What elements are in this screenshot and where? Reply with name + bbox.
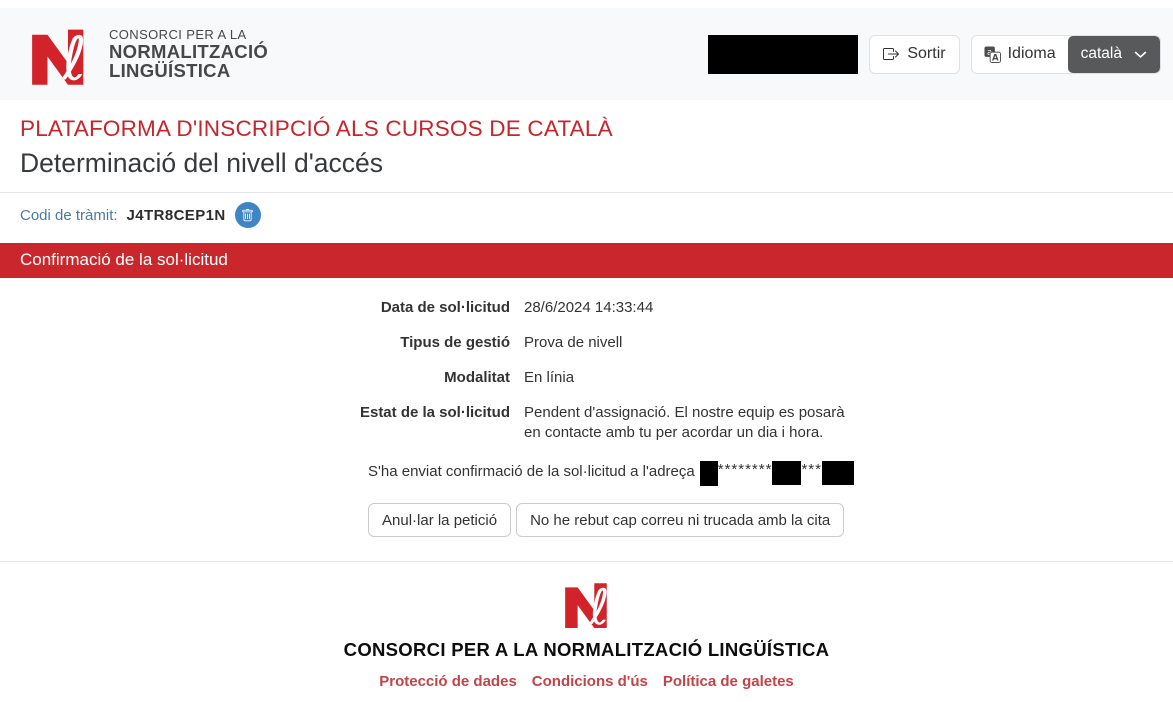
header-actions: Sortir a A Idioma català [708,34,1161,74]
detail-label: Tipus de gestió [400,334,510,351]
footer-link-terms-of-use[interactable]: Condicions d'ús [531,673,648,690]
redacted-email-part [821,461,854,485]
detail-label: Data de sol·licitud [380,299,510,316]
email-mask-asterisks: *** [801,461,822,478]
detail-label: Estat de la sol·licitud [359,404,510,421]
email-notice-text: S'ha enviat confirmació de la sol·licitu… [368,463,695,480]
logo-line2: NORMALITZACIÓ [109,40,269,62]
cpnl-footer-logo-icon: ℓ [564,579,609,636]
logo: ℓ CONSORCI PER A LA NORMALITZACIÓ LINGÜÍ… [22,22,268,86]
language-group: a A Idioma català [970,34,1161,74]
codi-label: Codi de tràmit: [20,206,118,224]
email-mask-asterisks: ******** [717,461,773,478]
footer-links: Protecció de dades Condicions d'ús Polít… [0,673,1173,690]
detail-value: Prova de nivell [524,334,623,351]
redacted-email-part [699,461,718,486]
logo-line3: LINGÜÍSTICA [109,60,231,81]
email-confirmation-notice: S'ha enviat confirmació de la sol·licitu… [368,461,1173,486]
svg-text:ℓ: ℓ [61,25,87,86]
trash-icon [242,208,253,221]
page-subtitle: Determinació del nivell d'accés [20,148,383,178]
logo-wordmark: CONSORCI PER A LA NORMALITZACIÓ LINGÜÍST… [109,28,268,81]
language-selected-value: català [1080,45,1122,62]
codi-value: J4TR8CEP1N [126,206,226,224]
redacted-email-part [772,461,802,485]
logout-label: Sortir [907,45,946,62]
footer-link-cookie-policy[interactable]: Política de galetes [662,673,794,690]
detail-value: En línia [524,369,575,386]
footer: ℓ CONSORCI PER A LA NORMALITZACIÓ LINGÜÍ… [0,561,1173,702]
detail-value: Pendent d'assignació. El nostre equip es… [524,404,845,441]
confirmation-banner: Confirmació de la sol·licitud [0,243,1173,278]
codi-row: Codi de tràmit: J4TR8CEP1N [0,192,1173,235]
chevron-down-icon [1134,51,1147,58]
sign-out-icon [883,48,900,60]
redacted-username [708,34,859,74]
language-label: a A Idioma [972,36,1068,73]
language-select[interactable]: català [1067,35,1160,73]
page-title: PLATAFORMA D'INSCRIPCIÓ ALS CURSOS DE CA… [20,116,613,141]
svg-text:a: a [987,47,992,57]
delete-code-button[interactable] [234,202,261,228]
action-buttons: Anul·lar la petició No he rebut cap corr… [368,503,1173,537]
logout-button[interactable]: Sortir [869,34,960,74]
request-details: Data de sol·licitud 28/6/2024 14:33:44 T… [0,298,1173,443]
detail-row-modality: Modalitat En línia [0,368,1173,388]
main-content: PLATAFORMA D'INSCRIPCIÓ ALS CURSOS DE CA… [0,116,1173,537]
language-label-text: Idioma [1007,45,1056,62]
detail-value: 28/6/2024 14:33:44 [524,299,654,316]
svg-text:ℓ: ℓ [588,579,609,629]
footer-link-data-protection[interactable]: Protecció de dades [379,673,517,690]
detail-row-type: Tipus de gestió Prova de nivell [0,333,1173,353]
detail-row-status: Estat de la sol·licitud Pendent d'assign… [0,403,1173,443]
top-gap [0,0,1173,8]
logo-line1: CONSORCI PER A LA [109,26,247,42]
header: ℓ CONSORCI PER A LA NORMALITZACIÓ LINGÜÍ… [0,8,1173,100]
footer-title: CONSORCI PER A LA NORMALITZACIÓ LINGÜÍST… [343,639,830,660]
translate-icon: a A [984,45,1001,63]
svg-text:A: A [992,53,999,62]
cancel-request-button[interactable]: Anul·lar la petició [368,503,512,537]
detail-row-date: Data de sol·licitud 28/6/2024 14:33:44 [0,298,1173,318]
detail-label: Modalitat [444,369,510,386]
cpnl-logo-icon: ℓ [32,25,87,86]
no-contact-received-button[interactable]: No he rebut cap correu ni trucada amb la… [516,503,845,537]
